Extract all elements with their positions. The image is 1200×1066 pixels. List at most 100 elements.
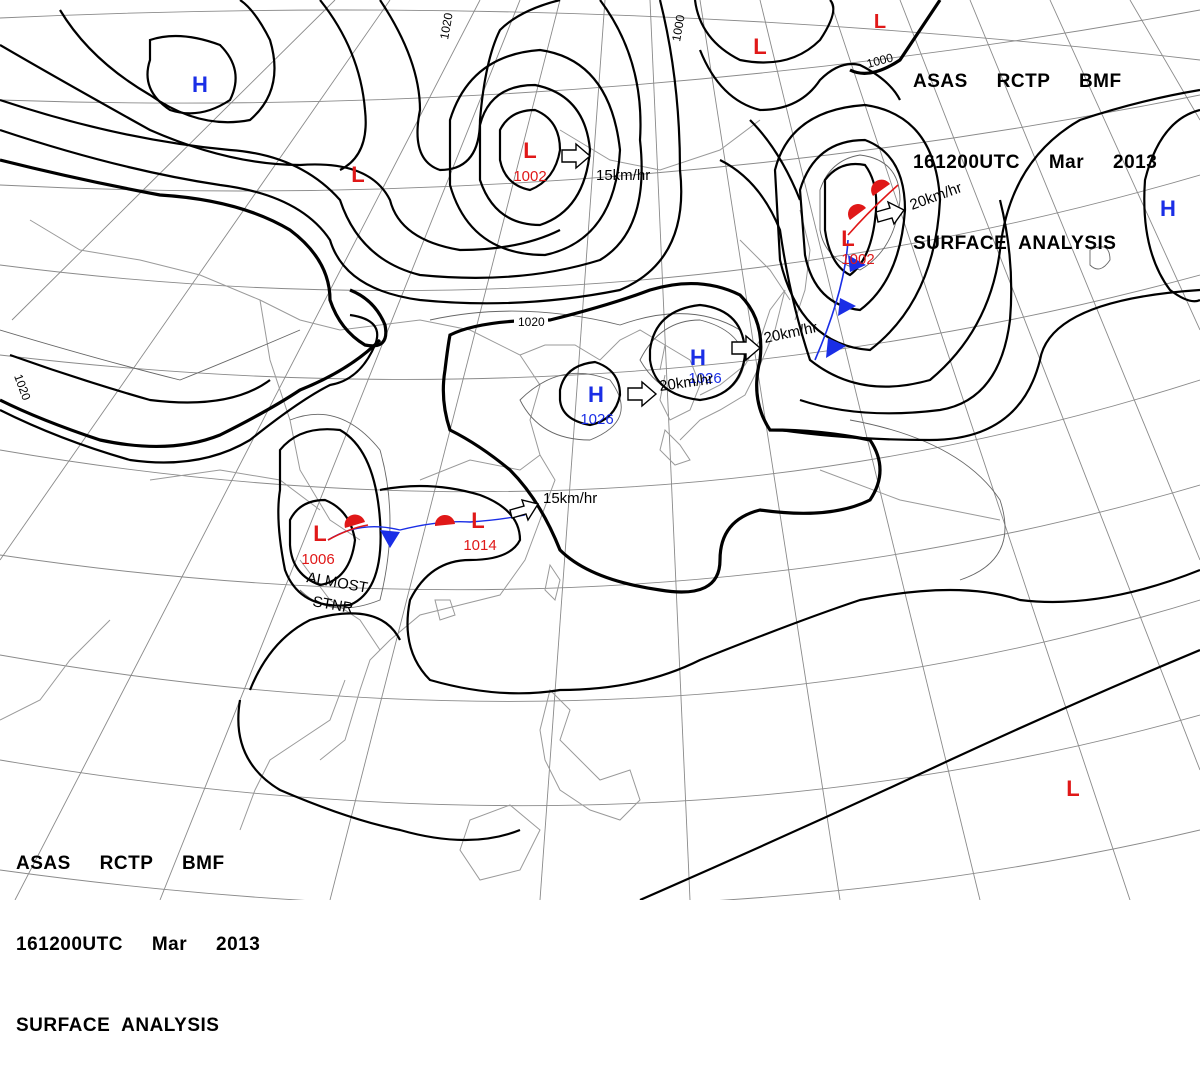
header-top: ASAS RCTP BMF 161200UTC Mar 2013 SURFACE… bbox=[913, 14, 1157, 284]
bohai-coast bbox=[519, 329, 666, 371]
cold-front-sw-triangle bbox=[380, 530, 400, 548]
isobar-sw-low-1 bbox=[288, 498, 357, 587]
low-pacific-symbol: L bbox=[1066, 776, 1079, 801]
parallel-line bbox=[0, 599, 1200, 702]
parallel-line bbox=[0, 274, 1200, 380]
isobar-ne-outer2 bbox=[719, 88, 1200, 388]
meridian-line bbox=[1049, 0, 1200, 331]
low-ne-top2-symbol: L bbox=[874, 11, 886, 33]
arrow-ne-icon bbox=[875, 200, 906, 226]
ne-warm-bump-2 bbox=[871, 179, 890, 196]
arrow-south-icon bbox=[509, 499, 540, 522]
isobar-far-south bbox=[639, 648, 1200, 900]
isobar-label-1000-ne: 1000 bbox=[865, 50, 895, 71]
inland-border bbox=[419, 454, 541, 481]
isobar-label-bg bbox=[514, 314, 548, 328]
isobar-trough-1 bbox=[0, 0, 643, 279]
borneo-coast bbox=[459, 804, 541, 881]
parallel-line bbox=[0, 94, 1200, 192]
isobar-south-1 bbox=[379, 484, 1200, 695]
inland-border bbox=[739, 239, 791, 301]
thin-isobar bbox=[849, 419, 1006, 581]
thin-isobar bbox=[819, 154, 901, 271]
high-china-value: 1026 bbox=[580, 411, 613, 428]
isobars-1020 bbox=[0, 0, 942, 594]
weather-map: H L 1002 L L L L 1002 H H 1026 H 1026 L … bbox=[0, 0, 1200, 900]
warm-front-sw-bump bbox=[344, 514, 365, 528]
low-ne-symbol: L bbox=[841, 226, 854, 251]
movement-arrows bbox=[509, 142, 906, 522]
warm-front-mid-bump bbox=[434, 514, 455, 526]
pressure-systems: H L 1002 L L L L 1002 H H 1026 H 1026 L … bbox=[192, 11, 1176, 801]
hainan-coast bbox=[434, 599, 456, 621]
header-bottom: ASAS RCTP BMF 161200UTC Mar 2013 SURFACE… bbox=[16, 796, 260, 1066]
isobar-ne-low-2 bbox=[798, 138, 907, 312]
isobar-korea-1 bbox=[648, 303, 747, 402]
thin-isobar bbox=[1089, 246, 1111, 270]
header-bottom-line2: 161200UTC Mar 2013 bbox=[16, 934, 261, 955]
inland-border bbox=[259, 299, 361, 541]
header-top-line1: ASAS RCTP BMF bbox=[913, 71, 1122, 92]
isobar-1020-ne bbox=[849, 0, 942, 75]
arrow-north-icon bbox=[561, 142, 592, 170]
isobar-east-high bbox=[1143, 108, 1200, 303]
arrow-china-icon bbox=[627, 380, 658, 408]
speed-south: 15km/hr bbox=[543, 490, 597, 507]
high-nw-symbol: H bbox=[192, 72, 208, 97]
low-sw-symbol: L bbox=[313, 521, 326, 546]
low-south-value: 1014 bbox=[463, 537, 496, 554]
ne-cold-triangle-2 bbox=[838, 298, 856, 316]
isobar-labels: 1020 1020 1020 1000 1000 bbox=[11, 11, 895, 402]
isobar-trough-2 bbox=[0, 0, 683, 305]
low-north-symbol: L bbox=[523, 138, 536, 163]
isobar-label-1020-top: 1020 bbox=[437, 11, 455, 40]
isobar-1020-north bbox=[0, 158, 388, 348]
meridian-line bbox=[969, 0, 1200, 561]
japan-coast bbox=[679, 289, 786, 441]
meridian-line bbox=[11, 0, 336, 321]
thin-isobar bbox=[519, 372, 622, 441]
thin-isobar bbox=[289, 413, 391, 609]
ne-cold-front-line bbox=[814, 239, 849, 361]
thin-isobar bbox=[0, 329, 301, 381]
graticule bbox=[0, 0, 1200, 900]
header-bottom-line1: ASAS RCTP BMF bbox=[16, 853, 225, 874]
kyushu-coast bbox=[659, 429, 691, 466]
high-east-symbol: H bbox=[1160, 196, 1176, 221]
parallel-line bbox=[0, 714, 1200, 807]
isobar-nw-high bbox=[146, 34, 237, 115]
isobar-east-mid bbox=[799, 199, 1013, 415]
isobar-1020-west bbox=[0, 338, 382, 449]
inland-border bbox=[819, 469, 1001, 521]
thin-isobar bbox=[429, 310, 741, 331]
isobar-south-2 bbox=[248, 612, 401, 691]
isobar-west-outer bbox=[9, 353, 271, 404]
indochina-coast bbox=[239, 679, 346, 831]
isobar-label-1000-top: 1000 bbox=[669, 13, 687, 42]
low-north-value: 1002 bbox=[513, 168, 546, 185]
inland-border bbox=[149, 469, 321, 511]
meridian-line bbox=[899, 0, 1200, 771]
isobar-china-1 bbox=[558, 360, 622, 427]
meridian-line bbox=[1129, 0, 1200, 121]
meridian-line bbox=[649, 0, 691, 900]
header-top-line3: SURFACE ANALYSIS bbox=[913, 233, 1117, 254]
low-sw-value: 1006 bbox=[301, 551, 334, 568]
low-ne-top-symbol: L bbox=[753, 34, 766, 59]
ne-warm-front-line bbox=[847, 184, 899, 236]
coastlines bbox=[0, 119, 1001, 881]
ne-cold-triangle-1 bbox=[848, 255, 866, 272]
high-korea-symbol: H bbox=[690, 345, 706, 370]
parallel-line bbox=[0, 174, 1200, 292]
isobar-sw-low-2 bbox=[277, 428, 382, 607]
stnr-line2: STNR bbox=[311, 593, 354, 617]
ne-warm-bump-1 bbox=[848, 204, 866, 220]
meridian-line bbox=[699, 0, 841, 900]
meridian-line bbox=[0, 0, 391, 561]
low-south-symbol: L bbox=[471, 508, 484, 533]
isobar-north-low-1 bbox=[498, 108, 562, 192]
philippines-coast bbox=[539, 689, 641, 821]
header-top-line2: 161200UTC Mar 2013 bbox=[913, 152, 1158, 173]
meridian-line bbox=[759, 0, 981, 900]
meridian-line bbox=[829, 0, 1131, 900]
